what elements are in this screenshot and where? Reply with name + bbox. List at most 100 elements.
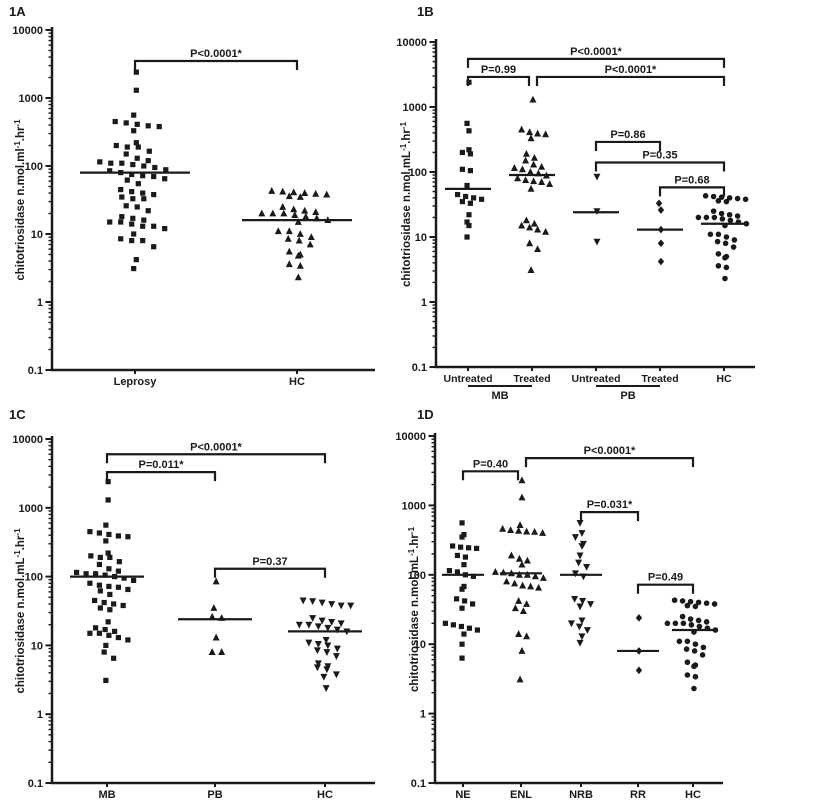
data-point-triangle-down: [578, 617, 586, 625]
data-point-square: [96, 630, 102, 636]
data-point-circle: [696, 623, 703, 630]
data-point-square: [474, 545, 480, 552]
data-point-circle: [727, 217, 734, 224]
data-point-triangle-down: [575, 623, 583, 631]
data-point-square: [119, 160, 125, 166]
data-point-square: [102, 572, 108, 578]
data-point-square: [112, 118, 118, 125]
data-point-triangle-down: [313, 647, 321, 655]
data-point-triangle-up: [306, 240, 314, 248]
data-point-square: [103, 677, 109, 683]
p-value-label: P=0.86: [610, 129, 645, 141]
data-point-triangle-down: [583, 563, 591, 571]
y-tick-label: 10000: [395, 431, 426, 443]
data-point-square: [111, 655, 117, 661]
x-tick-label: Untreated: [571, 373, 620, 385]
data-point-circle: [719, 216, 726, 222]
data-point-square: [105, 479, 111, 485]
data-point-square: [107, 219, 113, 225]
data-point-square: [106, 566, 112, 572]
data-point-diamond: [655, 199, 663, 208]
data-point-circle: [684, 602, 691, 609]
x-tick-label: MB: [98, 789, 115, 801]
p-value-label: P=0.35: [642, 150, 677, 162]
data-point-circle: [695, 617, 702, 624]
data-point-square: [133, 87, 139, 93]
data-point-circle: [723, 264, 730, 271]
significance-bracket: [636, 583, 695, 594]
data-point-triangle-up: [285, 260, 293, 268]
data-point-triangle-down: [309, 598, 317, 606]
p-value-label: P<0.0001*: [570, 46, 622, 58]
data-point-square: [103, 642, 109, 648]
data-point-triangle-up: [534, 225, 542, 233]
data-point-circle: [703, 619, 710, 625]
data-point-triangle-up: [518, 221, 526, 229]
data-point-triangle-up: [515, 597, 523, 604]
data-point-triangle-up: [294, 273, 302, 281]
p-value-label: P=0.99: [481, 64, 516, 76]
data-point-triangle-up: [258, 209, 266, 217]
data-point-square: [467, 168, 473, 174]
panel-1A: 1A 10000 1000 100 10 1 0.1 chitotriosidase n.m…: [0, 0, 408, 403]
data-point-circle: [726, 195, 733, 201]
data-point-triangle-up: [538, 178, 546, 185]
data-point-triangle-down: [322, 685, 330, 692]
data-point-square: [131, 577, 137, 584]
data-point-square: [129, 171, 135, 178]
data-point-triangle-up: [546, 180, 554, 188]
data-point-triangle-up: [511, 604, 519, 612]
data-point-square: [146, 148, 152, 154]
data-point-triangle-up: [301, 189, 309, 196]
data-point-diamond: [657, 239, 665, 248]
data-point-square: [450, 622, 456, 628]
data-point-circle: [684, 672, 691, 678]
data-point-circle: [722, 240, 729, 247]
data-point-triangle-down: [313, 664, 321, 672]
significance-bracket: [579, 511, 640, 522]
panel-label-1C: 1C: [9, 407, 26, 422]
data-point-square: [134, 121, 140, 127]
data-point-circle: [692, 673, 699, 680]
data-point-square: [108, 160, 114, 166]
data-point-square: [116, 559, 122, 565]
data-point-square: [118, 236, 124, 242]
data-point-square: [129, 189, 135, 195]
data-point-triangle-up: [507, 551, 515, 559]
data-point-square: [121, 575, 127, 581]
data-point-square: [125, 586, 131, 593]
data-point-square: [124, 177, 130, 183]
data-point-square: [96, 561, 102, 568]
data-point-square: [459, 166, 465, 172]
data-point-triangle-up: [507, 526, 515, 534]
data-point-square: [130, 161, 136, 168]
data-point-triangle-up: [279, 187, 287, 195]
data-point-triangle-up: [518, 165, 526, 173]
data-point-square: [459, 199, 465, 205]
data-point-triangle-down: [579, 540, 587, 548]
x-tick-label: HC: [716, 373, 732, 385]
y-tick-label: 100: [408, 570, 426, 582]
data-point-triangle-down: [567, 620, 575, 628]
data-point-triangle-down: [318, 599, 326, 607]
y-tick-label: 1000: [402, 500, 426, 512]
data-point-triangle-up: [295, 236, 303, 244]
data-point-square: [129, 221, 135, 227]
data-point-triangle-up: [307, 233, 315, 241]
data-point-triangle-down: [323, 649, 331, 656]
p-value-label: P=0.37: [252, 556, 287, 568]
significance-bracket: [466, 75, 531, 86]
data-point-circle: [684, 638, 691, 645]
data-point-triangle-down: [583, 627, 591, 634]
data-point-square: [93, 571, 99, 577]
data-point-triangle-up: [523, 527, 531, 535]
data-point-triangle-up: [285, 192, 293, 200]
data-point-triangle-up: [522, 176, 530, 184]
data-point-circle: [679, 598, 686, 604]
data-point-square: [105, 497, 111, 503]
data-point-square: [106, 632, 112, 638]
data-point-square: [134, 155, 140, 161]
y-tick-label: 10000: [396, 37, 427, 49]
data-point-square: [131, 231, 137, 237]
data-point-circle: [718, 210, 725, 217]
